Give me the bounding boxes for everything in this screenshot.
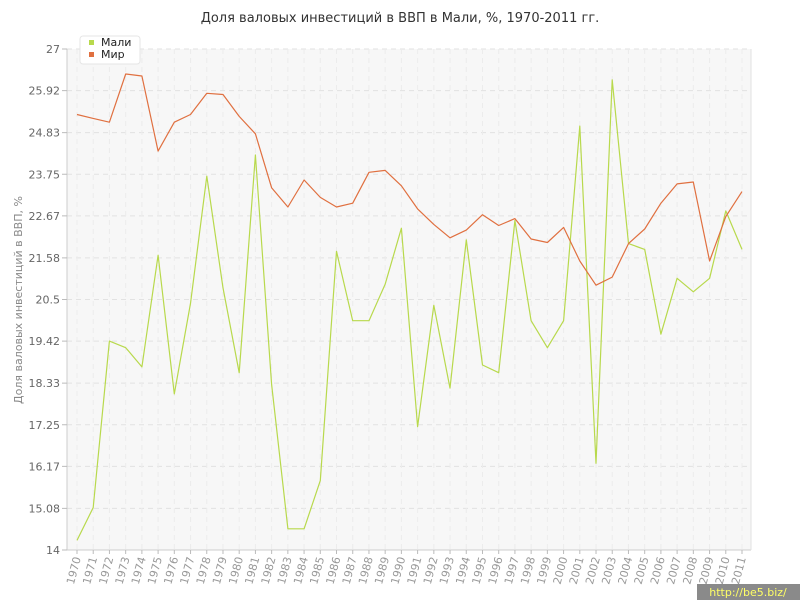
y-tick-label: 21.58 (29, 252, 61, 265)
y-tick-label: 17.25 (29, 419, 61, 432)
y-tick-label: 22.67 (29, 210, 61, 223)
y-tick-label: 16.17 (29, 460, 61, 473)
y-tick-label: 19.42 (29, 335, 61, 348)
x-tick-labels: 1970197119721973197419751976197719781979… (64, 550, 749, 586)
y-tick-label: 25.92 (29, 85, 61, 98)
legend-swatch (89, 52, 94, 57)
legend-label: Мали (101, 36, 131, 49)
series-lines (76, 73, 743, 541)
y-tick-label: 14 (46, 544, 60, 557)
watermark-background (697, 584, 800, 600)
legend-box (79, 35, 141, 65)
y-tick-label: 15.08 (29, 502, 61, 515)
series-line-1 (76, 79, 743, 541)
y-tick-label: 18.33 (29, 377, 61, 390)
grid-lines (67, 48, 751, 551)
legend-label: Мир (101, 48, 125, 61)
y-tick-label: 27 (46, 43, 60, 56)
legend-swatch (89, 40, 94, 45)
series-line-2 (76, 73, 743, 286)
chart-title: Доля валовых инвестиций в ВВП в Мали, %,… (201, 11, 600, 26)
y-tick-label: 20.5 (36, 294, 61, 307)
y-tick-label: 24.83 (29, 127, 61, 140)
y-tick-label: 23.75 (29, 168, 61, 181)
watermark: http://be5.biz/ (697, 584, 800, 600)
y-tick-labels: 14 15.08 16.17 17.25 18.33 19.42 20.5 21.58 22.6… (29, 43, 67, 557)
y-axis-label: Доля валовых инвестиций в ВВП, % (12, 196, 25, 404)
watermark-text: http://be5.biz/ (709, 586, 787, 599)
